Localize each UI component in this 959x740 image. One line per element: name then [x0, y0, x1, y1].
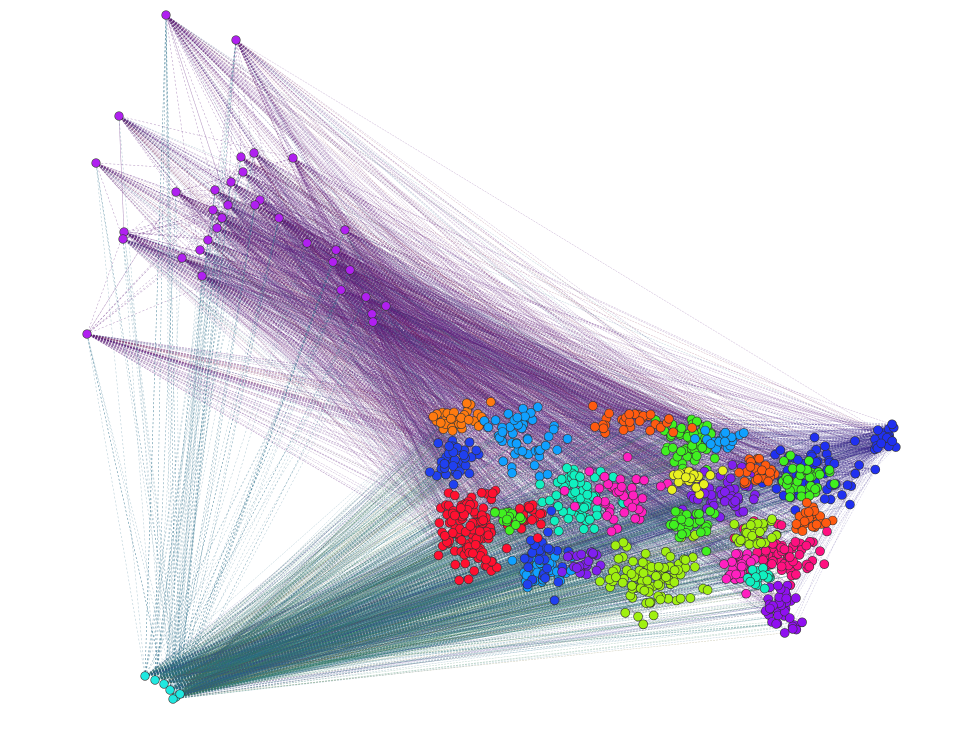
network-graph: [0, 0, 959, 740]
